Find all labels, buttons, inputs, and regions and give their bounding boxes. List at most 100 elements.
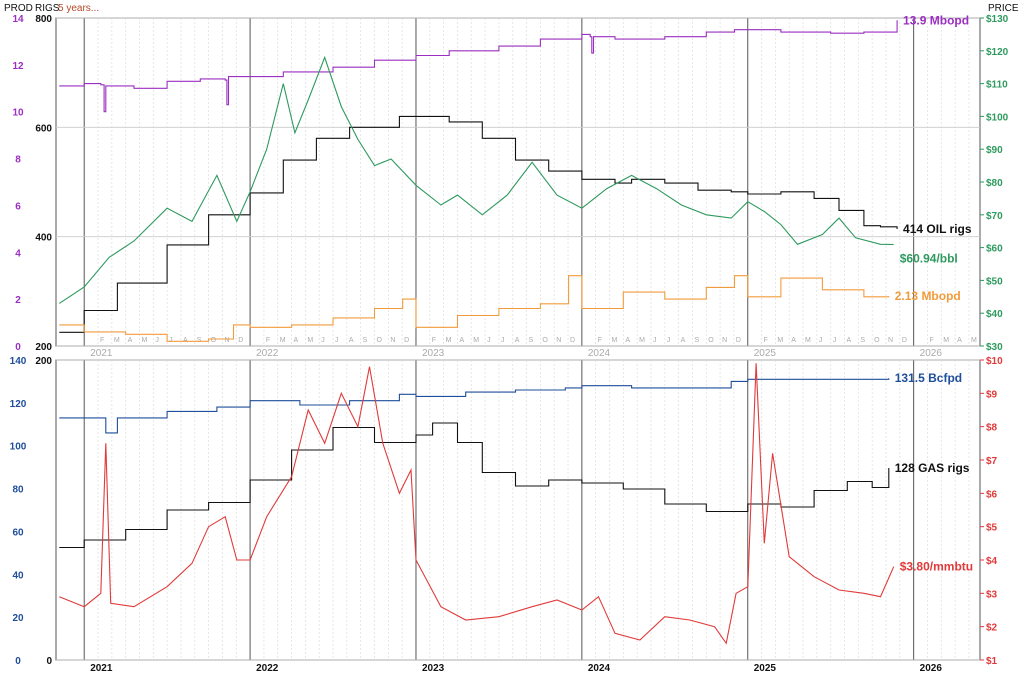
gas_production-line [59, 378, 890, 434]
month-tick-label: S [694, 337, 699, 344]
month-tick-label: M [446, 337, 452, 344]
price-axis-tick: $10 [986, 356, 1003, 367]
price-axis-tick: $4 [986, 556, 998, 567]
month-tick-label: J [321, 337, 325, 344]
prod-axis-tick: 20 [12, 613, 24, 624]
month-tick-label: D [404, 337, 409, 344]
price-axis-tick: $3 [986, 589, 998, 600]
price-axis-header: PRICE [988, 3, 1019, 14]
month-tick-label: J [667, 337, 671, 344]
x-tick-label: 2025 [754, 348, 777, 359]
prod-axis-tick: 60 [12, 527, 24, 538]
oil_price-line [58, 55, 894, 304]
x-tick-label: 2024 [588, 348, 611, 359]
price-axis-tick: $100 [986, 112, 1009, 123]
month-tick-label: J [653, 337, 657, 344]
x-tick-label: 2021 [90, 348, 113, 359]
month-tick-label: D [902, 337, 907, 344]
rigs-axis-tick: 800 [35, 14, 52, 25]
prod-axis-tick: 0 [15, 342, 21, 353]
price-axis-tick: $80 [986, 178, 1003, 189]
prod-axis-tick: 40 [12, 570, 24, 581]
x-tick-label: 2022 [256, 663, 279, 674]
month-tick-label: O [542, 337, 548, 344]
rigs-axis-tick: 200 [35, 342, 52, 353]
month-tick-label: S [363, 337, 368, 344]
oil_price-end-label: $60.94/bbl [900, 252, 958, 266]
prod-axis-tick: 120 [10, 399, 27, 410]
month-tick-label: J [335, 337, 339, 344]
month-tick-label: A [791, 337, 796, 344]
month-tick-label: N [224, 337, 229, 344]
month-tick-label: O [708, 337, 714, 344]
month-tick-label: A [957, 337, 962, 344]
rigs-axis-tick: 600 [35, 123, 52, 134]
price-axis-tick: $50 [986, 276, 1003, 287]
production-line [59, 20, 898, 113]
month-tick-label: O [211, 337, 217, 344]
month-tick-label: O [377, 337, 383, 344]
month-tick-label: A [183, 337, 188, 344]
month-tick-label: D [736, 337, 741, 344]
oil_rigs-end-label: 414 OIL rigs [903, 222, 972, 236]
month-tick-label: M [943, 337, 949, 344]
month-tick-label: O [874, 337, 880, 344]
price-axis-tick: $130 [986, 14, 1009, 25]
month-tick-label: J [169, 337, 173, 344]
x-tick-label: 2025 [754, 663, 777, 674]
gas_rigs-line [59, 422, 890, 549]
price-axis-tick: $30 [986, 342, 1003, 353]
month-tick-label: J [487, 337, 491, 344]
month-tick-label: M [141, 337, 147, 344]
month-tick-label: F [100, 337, 104, 344]
prod-axis-tick: 2 [15, 295, 21, 306]
x-tick-label: 2024 [588, 663, 611, 674]
price-axis-tick: $90 [986, 145, 1003, 156]
month-tick-label: M [805, 337, 811, 344]
prod-axis-tick: 14 [12, 14, 24, 25]
price-axis-tick: $120 [986, 47, 1009, 58]
prod-axis-tick: 140 [10, 356, 27, 367]
month-tick-label: A [847, 337, 852, 344]
oil_imports-line [59, 275, 890, 342]
prod-axis-tick: 0 [15, 656, 21, 667]
month-tick-label: F [764, 337, 768, 344]
oil_rigs-line [59, 115, 898, 333]
x-tick-label: 2023 [422, 348, 445, 359]
x-tick-label: 2022 [256, 348, 279, 359]
rigs-axis-tick: 0 [46, 656, 52, 667]
prod-axis-tick: 100 [10, 442, 27, 453]
month-tick-label: M [612, 337, 618, 344]
month-tick-label: A [625, 337, 630, 344]
prod-axis-tick: 6 [15, 201, 21, 212]
month-tick-label: M [114, 337, 120, 344]
price-axis-tick: $60 [986, 244, 1003, 255]
month-tick-label: A [128, 337, 133, 344]
month-tick-label: J [501, 337, 505, 344]
price-axis-tick: $7 [986, 456, 998, 467]
price-axis-tick: $2 [986, 623, 998, 634]
x-tick-label: 2023 [422, 663, 445, 674]
price-axis-tick: $40 [986, 309, 1003, 320]
time-span-label[interactable]: 5 years... [58, 3, 99, 14]
prod-axis-tick: 10 [12, 108, 24, 119]
prod-axis-tick: 4 [15, 248, 21, 259]
rigs-axis-header: RIGS [35, 3, 60, 14]
prod-axis-tick: 12 [12, 61, 24, 72]
price-axis-tick: $1 [986, 656, 998, 667]
month-tick-label: N [390, 337, 395, 344]
month-tick-label: A [681, 337, 686, 344]
month-tick-label: S [529, 337, 534, 344]
month-tick-label: F [432, 337, 436, 344]
month-tick-label: J [833, 337, 837, 344]
x-tick-label: 2021 [90, 663, 113, 674]
month-tick-label: F [929, 337, 933, 344]
oil_imports-end-label: 2.13 Mbopd [895, 289, 961, 303]
month-tick-label: N [888, 337, 893, 344]
gas_price-end-label: $3.80/mmbtu [900, 560, 973, 574]
rigs-axis-tick: 200 [35, 356, 52, 367]
price-axis-tick: $9 [986, 389, 998, 400]
month-tick-label: M [280, 337, 286, 344]
month-tick-label: J [819, 337, 823, 344]
